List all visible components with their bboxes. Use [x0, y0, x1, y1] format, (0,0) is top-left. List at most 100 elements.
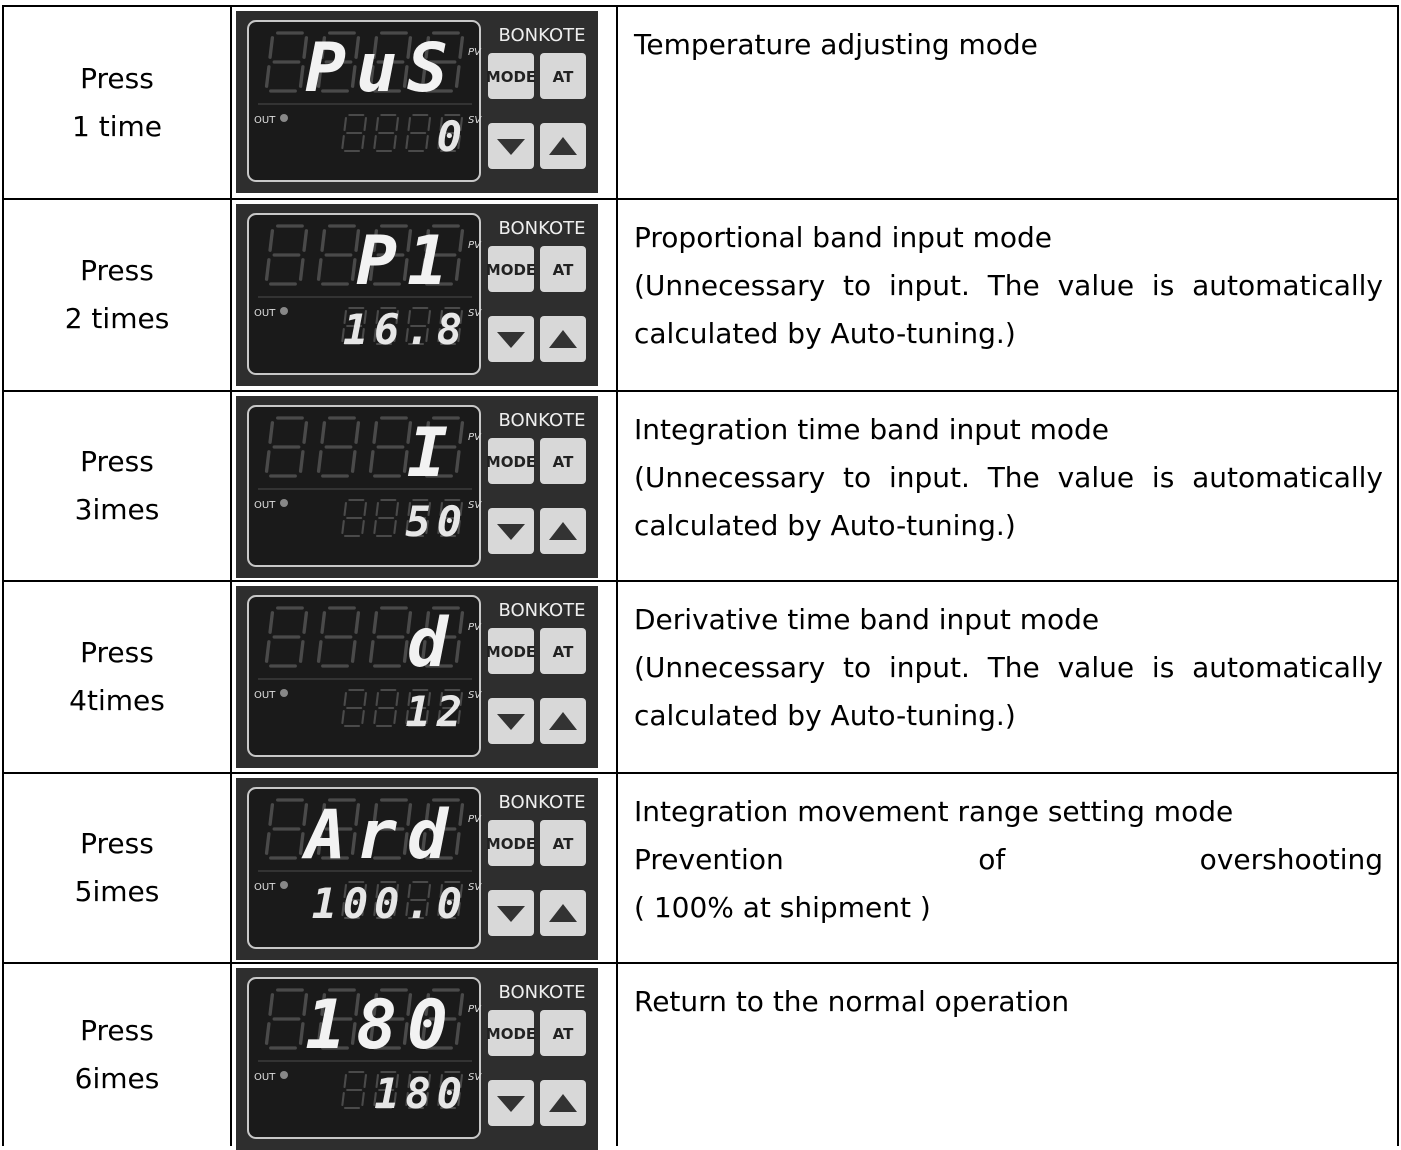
ghost-segment: [394, 136, 395, 148]
controller-image: P116.8PVSVOUTBONKOTEMODEAT: [236, 204, 598, 386]
ghost-segment: [371, 452, 373, 471]
ghost-segment: [371, 642, 373, 661]
out-indicator: OUT: [254, 882, 276, 893]
ghost-segment: [301, 67, 303, 86]
description-cell: Integration time band input mode(Unneces…: [618, 392, 1399, 580]
table-row: Press6imes180180PVSVOUTBONKOTEMODEATRetu…: [2, 962, 1399, 1146]
ghost-segment: [267, 452, 269, 471]
ghost-segment: [460, 38, 462, 57]
device-cell: Ard100.0PVSVOUTBONKOTEMODEAT: [232, 774, 618, 962]
button-label: AT: [553, 835, 574, 853]
ghost-segment: [322, 423, 324, 442]
ghost-segment: [409, 118, 410, 130]
out-led: [280, 1071, 288, 1079]
sv-indicator: SV: [468, 882, 482, 893]
ghost-segment: [377, 693, 378, 705]
out-led: [280, 114, 288, 122]
out-led: [280, 881, 288, 889]
device-cell: 180180PVSVOUTBONKOTEMODEAT: [232, 964, 618, 1146]
ghost-segment: [374, 423, 376, 442]
ghost-segment: [394, 711, 395, 723]
ghost-segment: [342, 1093, 343, 1105]
press-count: 6imes: [75, 1055, 160, 1103]
press-label: Press: [80, 1007, 154, 1055]
pv-reading: P1: [356, 222, 458, 301]
controller-image: d12PVSVOUTBONKOTEMODEAT: [236, 586, 598, 768]
description-line: (Unnecessary to input. The value is auto…: [634, 644, 1383, 692]
brand-label: BONKOTE: [498, 218, 585, 239]
button-label: AT: [553, 68, 574, 86]
pv-indicator: PV: [468, 432, 482, 443]
ghost-segment: [362, 136, 363, 148]
press-label: Press: [80, 629, 154, 677]
description-line: Temperature adjusting mode: [634, 21, 1383, 69]
ghost-segment: [460, 995, 462, 1014]
ghost-segment: [267, 1024, 269, 1043]
ghost-segment: [374, 136, 375, 148]
pv-indicator: PV: [468, 622, 482, 633]
sv-reading: 12: [405, 687, 468, 736]
table-row: Press1 timePuS0PVSVOUTBONKOTEMODEATTempe…: [2, 5, 1399, 198]
description-line: Integration time band input mode: [634, 406, 1383, 454]
ghost-segment: [319, 260, 321, 279]
ghost-segment: [353, 452, 355, 471]
out-led: [280, 307, 288, 315]
sv-indicator: SV: [468, 500, 482, 511]
table-row: Press4timesd12PVSVOUTBONKOTEMODEATDeriva…: [2, 580, 1399, 772]
ghost-segment: [319, 452, 321, 471]
pv-reading: 180: [305, 986, 458, 1065]
ghost-segment: [301, 642, 303, 661]
pv-reading: Ard: [301, 796, 458, 875]
device-cell: I50PVSVOUTBONKOTEMODEAT: [232, 392, 618, 580]
ghost-segment: [267, 642, 269, 661]
press-cell: Press4times: [2, 582, 232, 772]
ghost-segment: [342, 711, 343, 723]
pv-indicator: PV: [468, 814, 482, 825]
description-line: calculated by Auto-tuning.): [634, 692, 1383, 740]
ghost-segment: [374, 521, 375, 533]
ghost-segment: [397, 503, 398, 515]
ghost-segment: [304, 613, 306, 632]
ghost-segment: [270, 613, 272, 632]
ghost-segment: [353, 642, 355, 661]
press-count: 5imes: [75, 868, 160, 916]
ghost-segment: [322, 613, 324, 632]
brand-label: BONKOTE: [498, 982, 585, 1003]
ghost-segment: [362, 711, 363, 723]
brand-label: BONKOTE: [498, 25, 585, 46]
button-label: AT: [553, 1025, 574, 1043]
out-indicator: OUT: [254, 1072, 276, 1083]
out-indicator: OUT: [254, 308, 276, 319]
sv-indicator: SV: [468, 1072, 482, 1083]
ghost-segment: [345, 503, 346, 515]
press-label: Press: [80, 55, 154, 103]
ghost-segment: [406, 136, 407, 148]
brand-label: BONKOTE: [498, 600, 585, 621]
ghost-segment: [301, 1024, 303, 1043]
ghost-segment: [356, 613, 358, 632]
ghost-segment: [397, 693, 398, 705]
pv-reading: d: [407, 604, 458, 683]
ghost-segment: [365, 693, 366, 705]
ghost-segment: [365, 118, 366, 130]
press-cell: Press1 time: [2, 7, 232, 198]
ghost-segment: [397, 118, 398, 130]
button-label: AT: [553, 643, 574, 661]
out-indicator: OUT: [254, 690, 276, 701]
sv-reading: 100.0: [312, 879, 468, 928]
table-row: Press5imesArd100.0PVSVOUTBONKOTEMODEATIn…: [2, 772, 1399, 962]
sv-indicator: SV: [468, 115, 482, 126]
ghost-segment: [460, 805, 462, 824]
device-cell: PuS0PVSVOUTBONKOTEMODEAT: [232, 7, 618, 198]
press-cell: Press5imes: [2, 774, 232, 962]
description-line: Derivative time band input mode: [634, 596, 1383, 644]
ghost-segment: [374, 711, 375, 723]
description-line: (Unnecessary to input. The value is auto…: [634, 262, 1383, 310]
description-cell: Temperature adjusting mode: [618, 7, 1399, 198]
press-count: 1 time: [72, 103, 162, 151]
press-label: Press: [80, 820, 154, 868]
device-cell: d12PVSVOUTBONKOTEMODEAT: [232, 582, 618, 772]
